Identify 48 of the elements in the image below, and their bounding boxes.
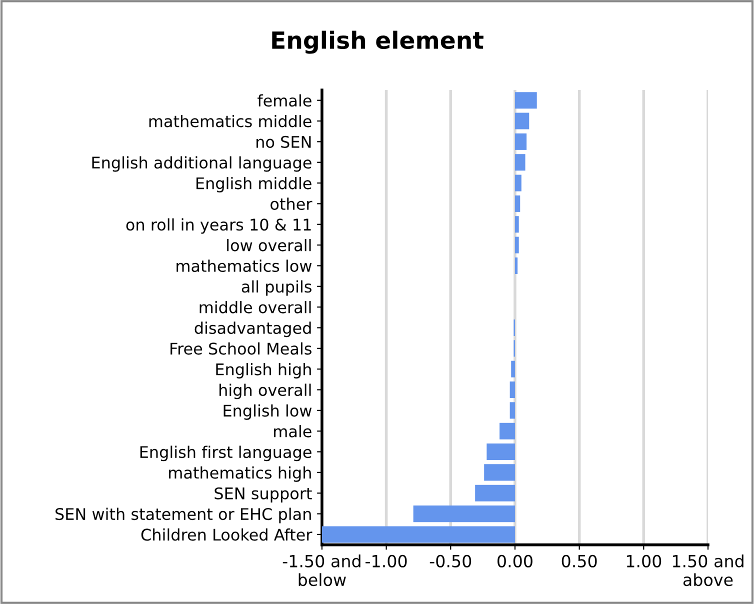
x-tick-label: -1.50 and below bbox=[282, 554, 360, 586]
bar bbox=[514, 154, 526, 171]
y-tick-label: disadvantaged bbox=[194, 322, 311, 338]
bar bbox=[514, 92, 537, 109]
x-tick-label: -1.00 bbox=[366, 554, 407, 568]
y-tick-label: English high bbox=[216, 363, 311, 378]
y-tick-label: on roll in years 10 & 11 bbox=[126, 218, 311, 234]
y-tick-label: low overall bbox=[227, 238, 311, 252]
chart-title: English element bbox=[272, 30, 484, 54]
bar bbox=[484, 464, 515, 481]
bar bbox=[510, 402, 515, 419]
bar bbox=[514, 216, 519, 233]
y-tick-label: middle overall bbox=[200, 300, 311, 314]
y-tick-label: no SEN bbox=[256, 136, 311, 148]
y-tick-label: English low bbox=[224, 404, 312, 420]
bar bbox=[500, 422, 515, 440]
x-tick-label: 1.00 bbox=[626, 554, 662, 568]
y-tick-label: male bbox=[274, 425, 312, 438]
x-tick-label: 1.50 and above bbox=[672, 554, 744, 586]
bar bbox=[514, 236, 519, 254]
y-tick-label: English additional language bbox=[92, 156, 312, 172]
x-tick-label: 0.50 bbox=[562, 554, 597, 568]
x-tick-label: -0.50 bbox=[430, 554, 472, 568]
y-tick-label: SEN with statement or EHC plan bbox=[56, 508, 311, 524]
bar bbox=[413, 506, 515, 522]
bar bbox=[475, 484, 515, 502]
y-tick-label: high overall bbox=[220, 384, 311, 400]
y-tick-label: mathematics middle bbox=[149, 114, 312, 128]
y-tick-label: English first language bbox=[140, 446, 312, 462]
y-tick-label: mathematics low bbox=[176, 260, 312, 272]
bar bbox=[322, 526, 515, 543]
bar bbox=[514, 174, 522, 192]
bar bbox=[486, 444, 515, 460]
y-tick-label: all pupils bbox=[242, 280, 312, 296]
y-tick-label: other bbox=[270, 198, 312, 210]
x-tick-label: 0.00 bbox=[498, 554, 532, 568]
bar bbox=[510, 381, 515, 398]
y-tick-label: Free School Meals bbox=[170, 342, 312, 355]
bar bbox=[514, 257, 518, 274]
y-tick-label: English middle bbox=[196, 176, 312, 192]
bar bbox=[514, 112, 530, 130]
y-tick-label: female bbox=[258, 94, 312, 107]
y-tick-label: mathematics high bbox=[169, 466, 311, 482]
y-tick-label: Children Looked After bbox=[141, 528, 312, 541]
bar bbox=[514, 195, 520, 212]
y-tick-label: SEN support bbox=[214, 487, 312, 503]
bar bbox=[511, 360, 515, 378]
bar bbox=[514, 133, 527, 150]
